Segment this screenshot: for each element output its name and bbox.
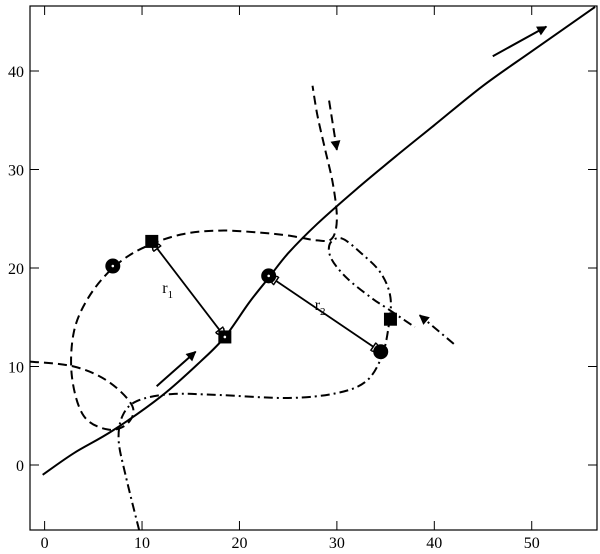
distance-arrow [269, 276, 381, 352]
direction-arrow [155, 350, 197, 387]
direction-arrow [328, 100, 341, 151]
marker-dot [223, 335, 227, 339]
y-tick-label: 20 [8, 261, 24, 278]
y-tick-label: 0 [16, 458, 24, 475]
x-tick-label: 40 [426, 535, 442, 552]
direction-arrow [492, 25, 548, 58]
y-tick-label: 10 [8, 359, 24, 376]
x-tick-label: 0 [41, 535, 49, 552]
x-tick-label: 50 [524, 535, 540, 552]
distance-label: r2 [315, 297, 326, 318]
y-tick-label: 30 [8, 163, 24, 180]
marker-dot [267, 274, 270, 278]
square-marker [383, 312, 397, 326]
curve [42, 6, 596, 476]
curve [30, 85, 338, 431]
label-main: r [315, 297, 321, 314]
y-tick-label: 40 [8, 64, 24, 81]
label-sub: 2 [320, 306, 326, 318]
marker-dot [111, 264, 115, 268]
circle-marker [373, 344, 389, 360]
distance-label: r1 [162, 280, 173, 301]
x-tick-label: 30 [329, 535, 345, 552]
label-main: r [162, 280, 168, 297]
x-tick-label: 20 [231, 535, 247, 552]
square-marker [145, 234, 159, 248]
distance-arrow [152, 241, 225, 337]
x-tick-label: 10 [134, 535, 150, 552]
label-sub: 1 [168, 289, 174, 301]
direction-arrow [418, 314, 455, 345]
